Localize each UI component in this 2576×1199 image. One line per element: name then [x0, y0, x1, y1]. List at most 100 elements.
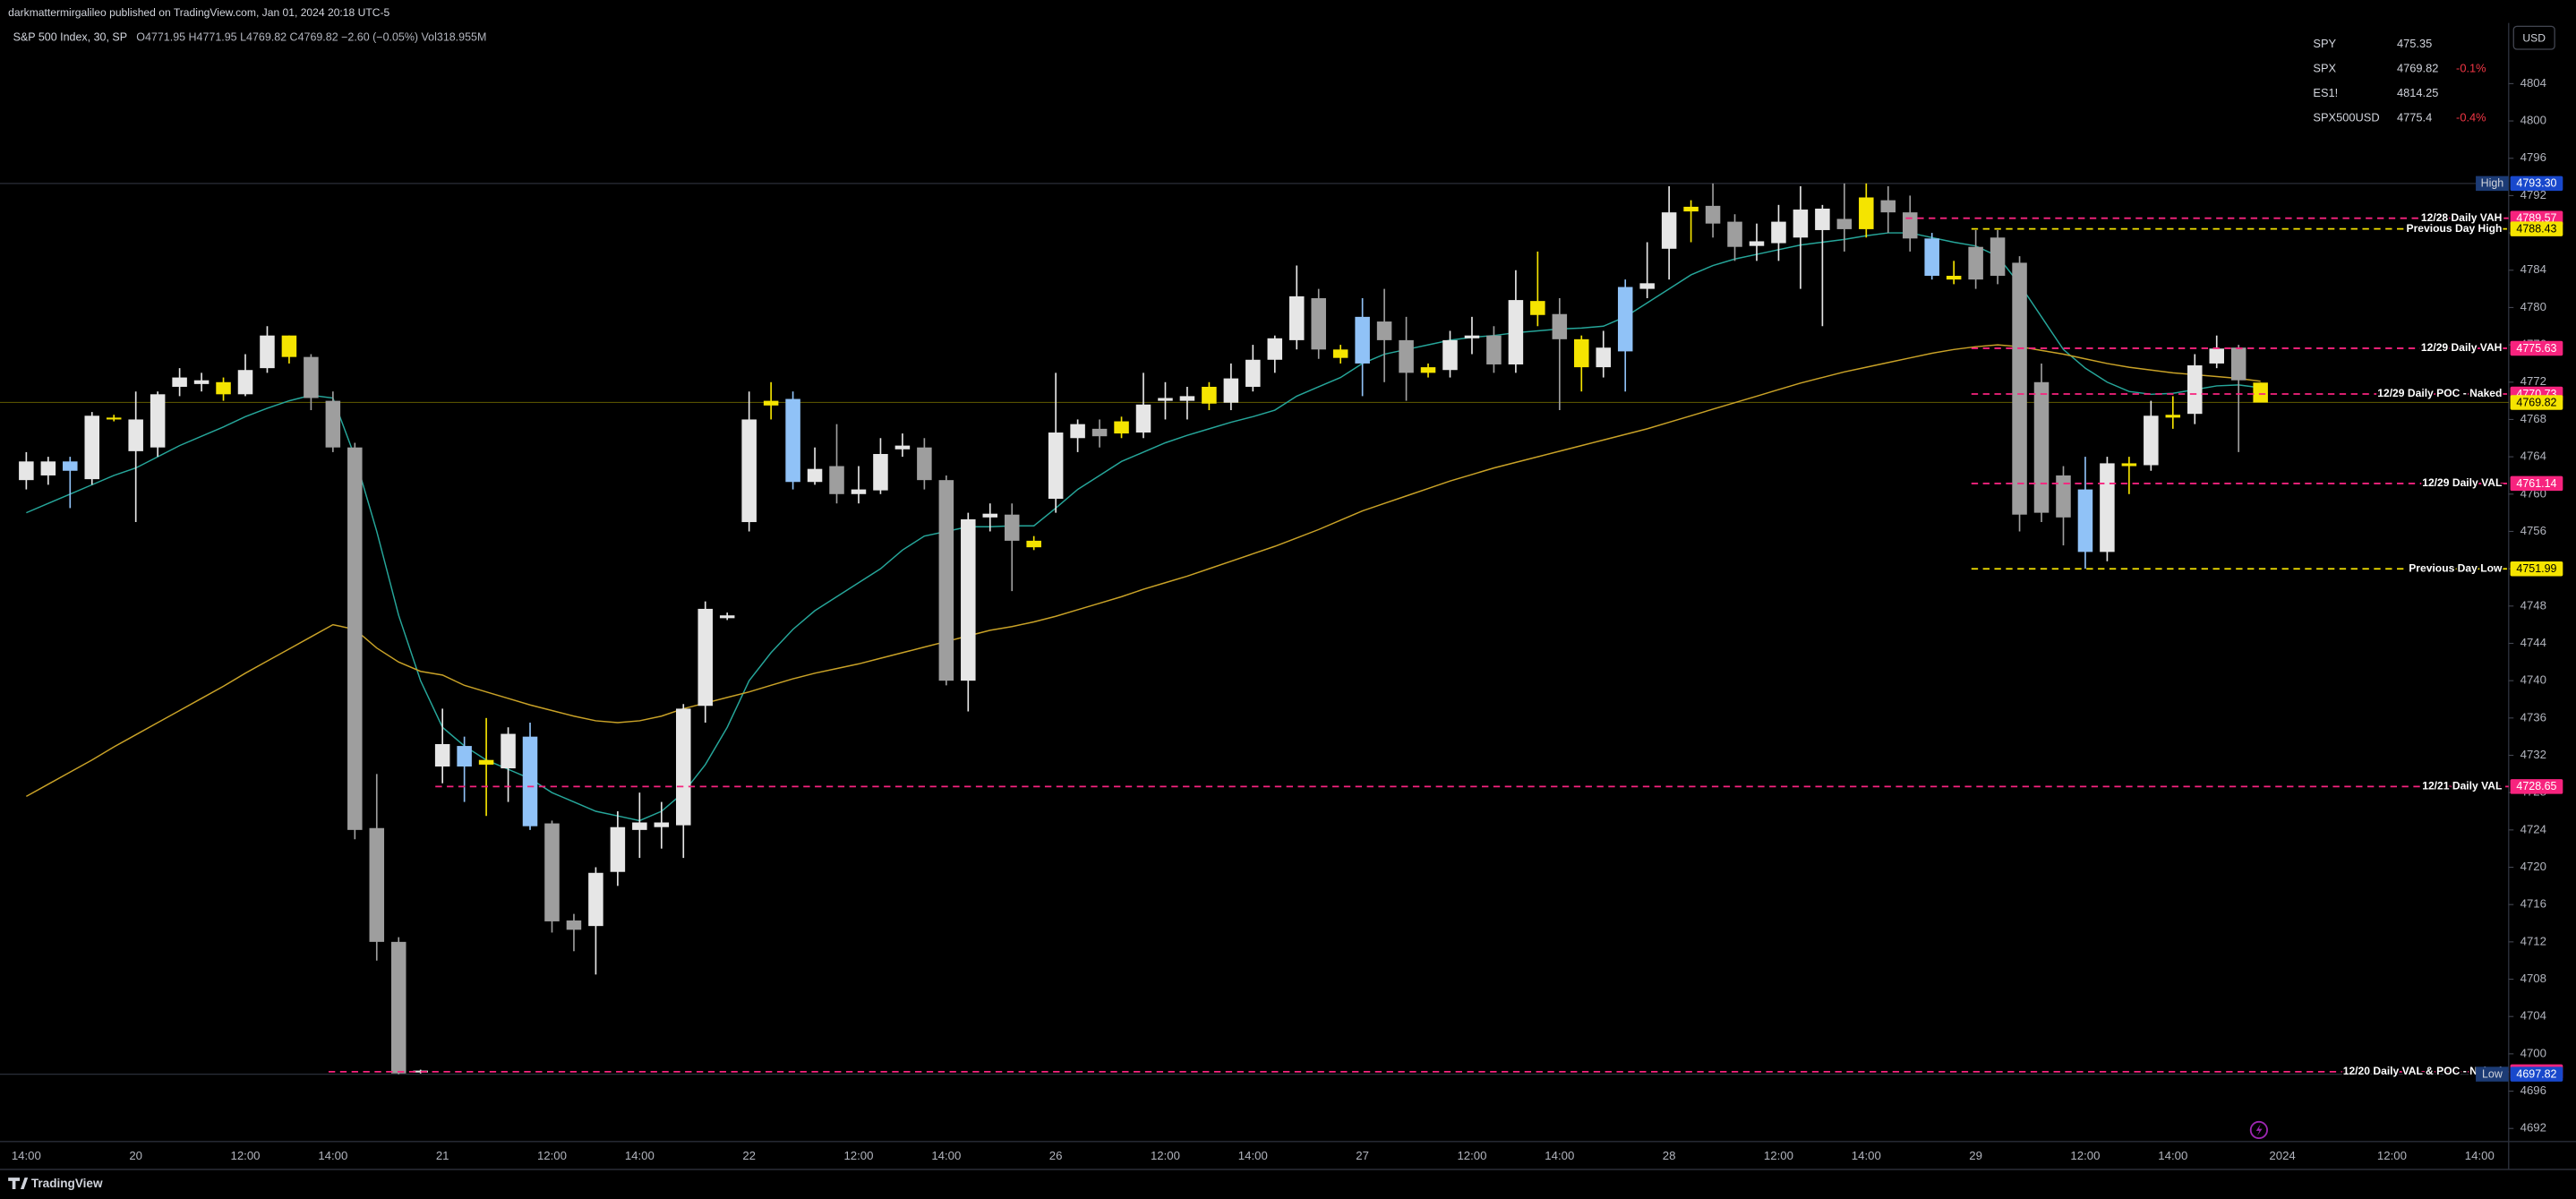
- level-label: 12/20 Daily VAL & POC - Naked: [2343, 1065, 2503, 1077]
- price-tag: [2510, 221, 2563, 236]
- x-tick-label: 12:00: [1457, 1149, 1486, 1162]
- publisher: darkmattermirgalileo published on Tradin…: [8, 6, 389, 19]
- candle-body: [676, 708, 691, 826]
- candle-body: [434, 743, 450, 767]
- candle-body: [1442, 339, 1458, 371]
- price-tag-label: 4775.63: [2516, 342, 2556, 355]
- price-tag-label: 4769.82: [2516, 396, 2556, 408]
- candle-body: [961, 518, 976, 681]
- extreme-tag: [2476, 176, 2509, 192]
- candle-body: [1464, 335, 1480, 338]
- candle-body: [369, 827, 385, 942]
- y-tick-label: 4720: [2520, 860, 2546, 873]
- price-tag-label: 4788.43: [2516, 222, 2556, 235]
- y-tick-label: 4716: [2520, 897, 2546, 911]
- candle-body: [1968, 246, 1983, 280]
- candle-body: [1420, 367, 1436, 373]
- candle-body: [2077, 489, 2093, 552]
- candle-body: [1355, 316, 1370, 364]
- x-tick-label: 12:00: [843, 1149, 873, 1162]
- x-tick-label: 14:00: [12, 1149, 41, 1162]
- x-tick-label: 14:00: [2465, 1149, 2495, 1162]
- y-tick-label: 4740: [2520, 673, 2546, 687]
- price-tag: [2510, 561, 2563, 577]
- candle-body: [1859, 197, 1874, 229]
- candle-body: [413, 1070, 428, 1073]
- x-tick-label: 12:00: [2070, 1149, 2100, 1162]
- candle-body: [1661, 212, 1677, 249]
- candle-body: [1552, 313, 1568, 339]
- watch-symbol[interactable]: SPX500USD: [2313, 110, 2379, 124]
- level-label: 12/28 Daily VAH: [2421, 211, 2503, 224]
- candle-body: [1902, 212, 1918, 239]
- candle-body: [1596, 347, 1611, 368]
- candle-body: [457, 746, 472, 767]
- candle-body: [1267, 338, 1283, 360]
- price-tag-label: 4751.99: [2516, 562, 2556, 575]
- candle-body: [1399, 339, 1414, 373]
- candle-body: [1705, 205, 1721, 224]
- y-tick-label: 4748: [2520, 598, 2546, 612]
- candle-body: [1091, 428, 1108, 437]
- candle-body: [1508, 300, 1524, 364]
- candle-body: [1530, 301, 1545, 315]
- candle-body: [851, 489, 867, 494]
- candle-body: [741, 419, 757, 523]
- price-tag-label: 4728.65: [2516, 780, 2556, 792]
- candle-body: [1880, 200, 1896, 213]
- candle-body: [478, 759, 494, 765]
- level-label: 12/21 Daily VAL: [2422, 780, 2503, 792]
- currency-button[interactable]: [2512, 25, 2555, 50]
- alert-bolt: [2255, 1124, 2263, 1136]
- watch-symbol[interactable]: SPY: [2313, 37, 2336, 50]
- alert-icon[interactable]: [2249, 1120, 2268, 1140]
- candle-body: [654, 822, 670, 827]
- price-tag-label: 4697.82: [2516, 1067, 2556, 1080]
- candle-body: [1376, 321, 1392, 340]
- x-tick-label: 14:00: [1545, 1149, 1574, 1162]
- candle-body: [347, 447, 363, 830]
- candle-body: [522, 736, 538, 826]
- extreme-tag: [2476, 1066, 2509, 1082]
- candle-body: [1332, 349, 1348, 358]
- currency-label[interactable]: USD: [2522, 31, 2546, 44]
- watch-price: 4769.82: [2397, 61, 2438, 74]
- candle-body: [1070, 424, 1085, 439]
- candle-body: [1114, 421, 1129, 434]
- y-tick-label: 4732: [2520, 748, 2546, 761]
- candle-body: [2230, 347, 2247, 381]
- x-tick-label: 28: [1663, 1149, 1676, 1162]
- candle-body: [1245, 359, 1261, 387]
- symbol-title[interactable]: S&P 500 Index, 30, SP: [13, 30, 127, 43]
- watch-change: -0.4%: [2456, 110, 2486, 124]
- y-tick-label: 4704: [2520, 1009, 2546, 1023]
- candle-body: [917, 447, 932, 481]
- brand[interactable]: TradingView: [31, 1177, 103, 1190]
- candle-body: [1683, 206, 1699, 212]
- x-tick-label: 14:00: [625, 1149, 655, 1162]
- candle-body: [172, 377, 187, 387]
- candle-body: [1727, 221, 1742, 247]
- x-tick-label: 12:00: [1151, 1149, 1180, 1162]
- brand-logo[interactable]: [8, 1178, 29, 1189]
- candle-body: [1179, 396, 1195, 401]
- y-tick-label: 4792: [2520, 188, 2546, 201]
- watch-symbol[interactable]: ES1!: [2313, 86, 2338, 99]
- candle-body: [1836, 218, 1853, 229]
- x-tick-label: 12:00: [230, 1149, 260, 1162]
- candle-body: [128, 419, 143, 451]
- candle-body: [2056, 475, 2071, 518]
- candle-body: [544, 823, 560, 921]
- candle-body: [501, 733, 516, 769]
- x-tick-label: 12:00: [1764, 1149, 1793, 1162]
- candle-body: [1135, 404, 1151, 433]
- x-tick-label: 12:00: [537, 1149, 567, 1162]
- candle-body: [1004, 514, 1020, 541]
- candle-body: [632, 822, 647, 830]
- watch-symbol[interactable]: SPX: [2313, 61, 2336, 74]
- price-tag-label: 4793.30: [2516, 177, 2556, 190]
- candle-body: [1924, 238, 1939, 277]
- x-tick-label: 22: [742, 1149, 756, 1162]
- ohlc-legend: O4771.95 H4771.95 L4769.82 C4769.82 −2.6…: [136, 30, 486, 43]
